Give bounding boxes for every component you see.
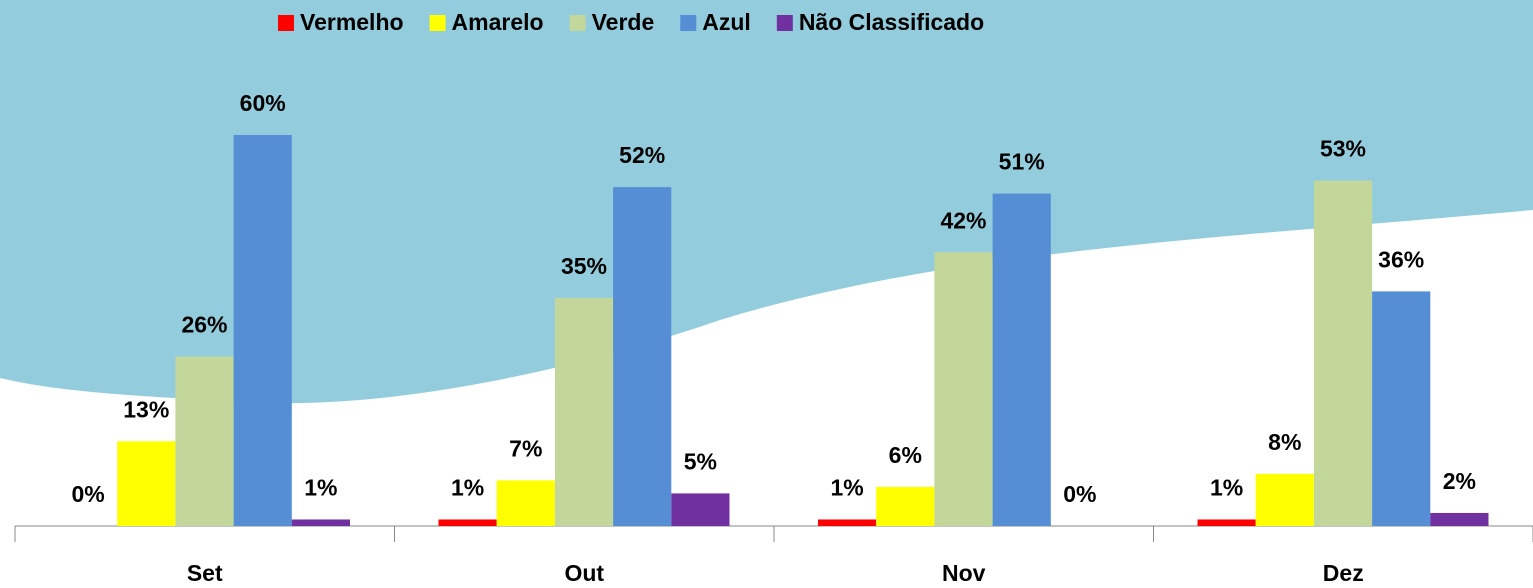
data-label: 36% <box>1378 246 1424 272</box>
data-label: 0% <box>1063 481 1096 507</box>
data-label: 60% <box>240 90 286 116</box>
bar <box>496 480 555 526</box>
data-label: 8% <box>1268 429 1301 455</box>
bar <box>992 193 1051 526</box>
data-label: 35% <box>561 253 607 279</box>
bar <box>233 135 292 526</box>
legend-swatch <box>569 15 586 31</box>
bar <box>1372 291 1431 526</box>
bar <box>1197 519 1256 526</box>
bar <box>291 519 350 526</box>
data-label: 13% <box>123 396 169 422</box>
legend-label: Amarelo <box>452 9 544 35</box>
data-label: 2% <box>1443 468 1476 494</box>
data-label: 42% <box>940 207 986 233</box>
legend-label: Azul <box>702 9 751 35</box>
data-label: 1% <box>451 475 484 501</box>
background-wave <box>0 0 1533 404</box>
x-tick-label: Out <box>564 560 604 586</box>
data-label: 1% <box>304 475 337 501</box>
bar <box>117 441 176 526</box>
bar <box>1255 473 1314 526</box>
legend-swatch <box>429 15 446 31</box>
bar <box>1430 512 1489 526</box>
data-label: 6% <box>889 442 922 468</box>
bar <box>438 519 497 526</box>
x-tick-label: Dez <box>1323 560 1364 586</box>
data-label: 26% <box>181 312 227 338</box>
legend-label: Vermelho <box>300 9 404 35</box>
legend-swatch <box>278 15 294 31</box>
data-label: 51% <box>999 149 1045 175</box>
data-label: 7% <box>509 435 542 461</box>
data-label: 1% <box>830 475 863 501</box>
bar <box>818 519 877 526</box>
bar <box>175 356 234 526</box>
data-label: 1% <box>1210 475 1243 501</box>
data-label: 53% <box>1320 136 1366 162</box>
data-label: 52% <box>619 142 665 168</box>
data-label: 0% <box>71 481 104 507</box>
bar <box>934 252 993 527</box>
bar <box>554 297 614 526</box>
bar <box>876 486 935 526</box>
data-label: 5% <box>684 448 717 474</box>
bar <box>671 493 730 526</box>
legend-label: Verde <box>592 9 655 35</box>
x-tick-label: Set <box>187 560 223 586</box>
x-tick-label: Nov <box>942 560 986 586</box>
legend-swatch <box>680 15 697 31</box>
legend-swatch <box>776 15 793 31</box>
legend-label: Não Classificado <box>799 9 984 35</box>
bar <box>613 187 672 526</box>
bar <box>1313 180 1373 526</box>
